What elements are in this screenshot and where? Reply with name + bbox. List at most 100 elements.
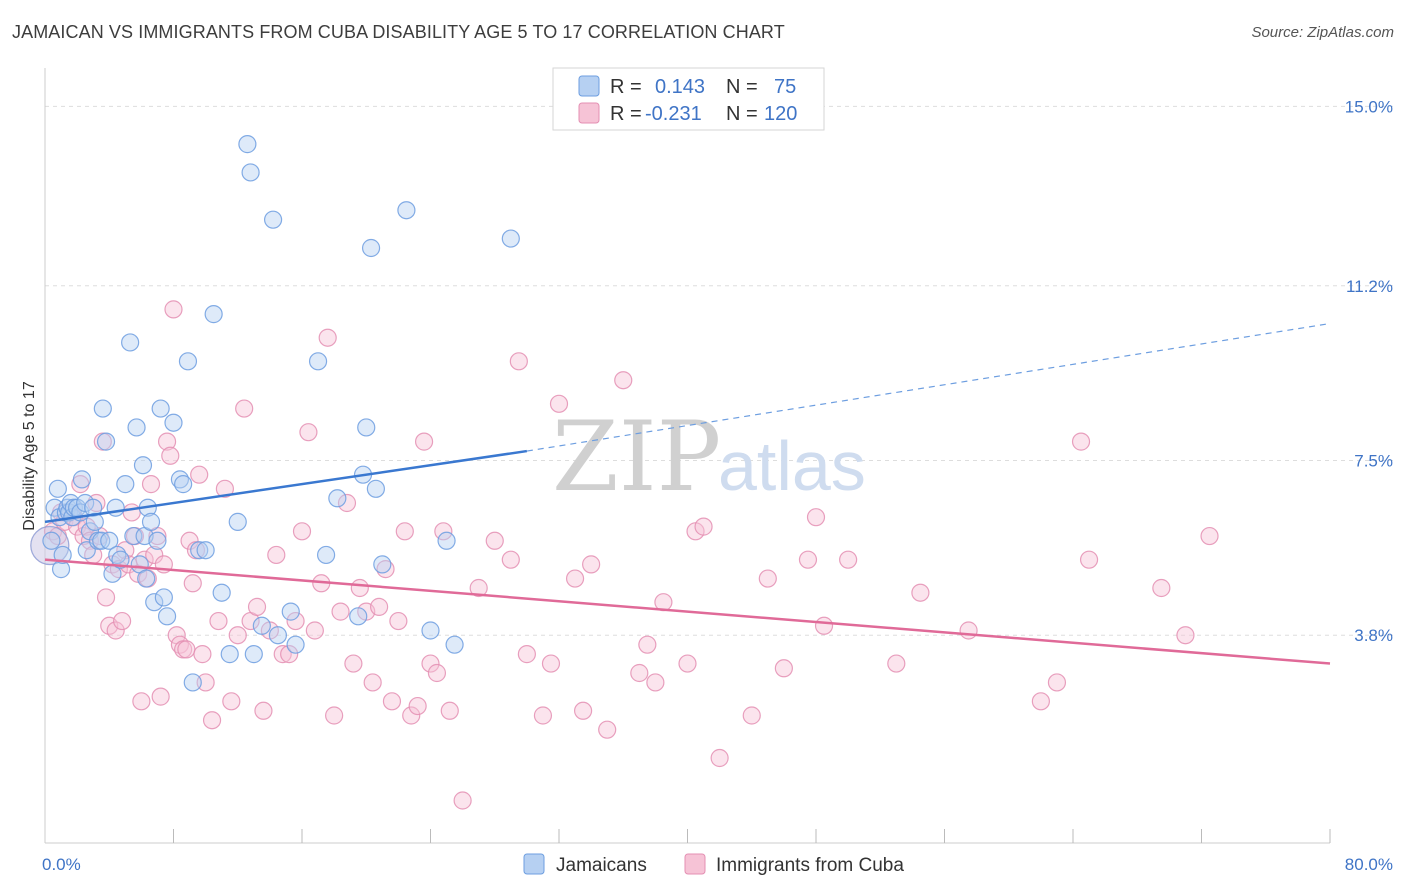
cuba-point (382, 692, 402, 711)
jamaicans-point (286, 635, 305, 654)
jamaicans-point (183, 673, 202, 692)
cuba-point (565, 569, 585, 588)
cuba-point (541, 654, 561, 673)
y-tick-label-0: 3.8% (1354, 626, 1393, 645)
cuba-point (1152, 578, 1171, 598)
cuba-point (517, 645, 536, 664)
trend-line-cuba (44, 558, 1331, 665)
watermark-atlas: atlas (718, 427, 866, 505)
cuba-point (453, 791, 472, 810)
jamaicans-point (137, 569, 156, 588)
cuba-point (758, 569, 777, 588)
cuba-point (485, 531, 504, 550)
cuba-point (710, 748, 729, 768)
cuba-point (742, 706, 761, 725)
jamaicans-point (72, 470, 92, 489)
cuba-point (228, 626, 247, 645)
jamaicans-point (228, 512, 247, 531)
cuba-point (190, 465, 209, 484)
jamaicans-point (100, 531, 119, 550)
legend-swatch-jamaicans (578, 75, 600, 97)
cuba-point (582, 555, 601, 574)
cuba-point (1079, 550, 1099, 569)
cuba-point (286, 611, 305, 631)
chart-title: JAMAICAN VS IMMIGRANTS FROM CUBA DISABIL… (12, 22, 785, 42)
cuba-point (806, 508, 826, 527)
cuba-point (202, 711, 222, 730)
jamaicans-point (397, 201, 416, 220)
jamaicans-point (241, 163, 260, 182)
jamaicans-point (366, 479, 385, 498)
x-tick-label-1: 80.0% (1345, 855, 1393, 874)
cuba-point (235, 399, 254, 418)
bottom-legend-cuba: Immigrants from Cuba (716, 855, 904, 876)
legend-n-label-2: N = (726, 103, 758, 125)
cuba-point (1176, 626, 1195, 645)
cuba-point (414, 432, 434, 451)
bottom-legend-swatch-cuba (684, 853, 706, 875)
cuba-point (402, 706, 421, 725)
cuba-point (331, 602, 350, 621)
y-axis-label: Disability Age 5 to 17 (21, 381, 38, 531)
cuba-point (887, 654, 906, 673)
jamaicans-point (48, 479, 67, 498)
cuba-point (247, 597, 267, 616)
cuba-point (573, 701, 593, 720)
jamaicans-point (154, 588, 173, 607)
cuba-point (694, 517, 713, 536)
cuba-point (132, 692, 151, 711)
cuba-point (814, 616, 834, 635)
cuba-point (305, 621, 324, 640)
cuba-point (141, 475, 161, 494)
jamaicans-point (145, 593, 164, 612)
cuba-point (501, 550, 520, 569)
y-tick-label-1: 7.5% (1354, 452, 1393, 471)
legend-r-value-2: -0.231 (645, 103, 702, 125)
cuba-point (196, 673, 215, 692)
cuba-point (112, 611, 132, 631)
jamaicans-point (53, 545, 72, 565)
cuba-point (299, 423, 318, 442)
cuba-point (911, 583, 930, 602)
legend-n-label-1: N = (726, 76, 758, 98)
cuba-point (180, 531, 199, 550)
jamaicans-point (157, 607, 177, 626)
cuba-point (509, 352, 528, 371)
bottom-legend: Jamaicans Immigrants from Cuba (523, 853, 904, 876)
jamaicans-point (121, 333, 140, 352)
cuba-point (798, 550, 818, 569)
cuba-point (292, 522, 312, 541)
cuba-point (325, 706, 344, 725)
jamaicans-point (349, 607, 368, 626)
cuba-point (215, 479, 234, 498)
watermark-zip: ZIP (552, 401, 721, 513)
legend-r-value-1: 0.143 (655, 76, 705, 98)
cuba-point (151, 687, 170, 706)
cuba-point (273, 645, 292, 664)
cuba-point (646, 673, 665, 692)
cuba-point (161, 446, 180, 465)
cuba-point (533, 706, 553, 725)
cuba-point (630, 663, 649, 683)
cuba-point (222, 692, 241, 711)
jamaicans-point (373, 555, 392, 574)
cuba-point (1031, 692, 1050, 711)
cuba-point (337, 493, 357, 513)
cuba-point (614, 371, 633, 390)
jamaicans-point (252, 616, 271, 635)
jamaicans-point (445, 635, 464, 654)
cuba-point (145, 545, 164, 565)
x-tick-label-0: 0.0% (42, 855, 81, 874)
cuba-point (363, 673, 382, 692)
cuba-point (408, 696, 427, 716)
grid-lines (45, 105, 1395, 636)
jamaicans-point (281, 602, 300, 621)
legend-r-label-2: R = (610, 103, 642, 125)
cuba-point (157, 432, 177, 451)
jamaicans-point (196, 541, 215, 560)
legend-n-value-1: 75 (774, 76, 796, 98)
cuba-point (598, 720, 617, 739)
jamaicans-point (501, 229, 520, 248)
bottom-legend-swatch-jamaicans (523, 853, 545, 875)
